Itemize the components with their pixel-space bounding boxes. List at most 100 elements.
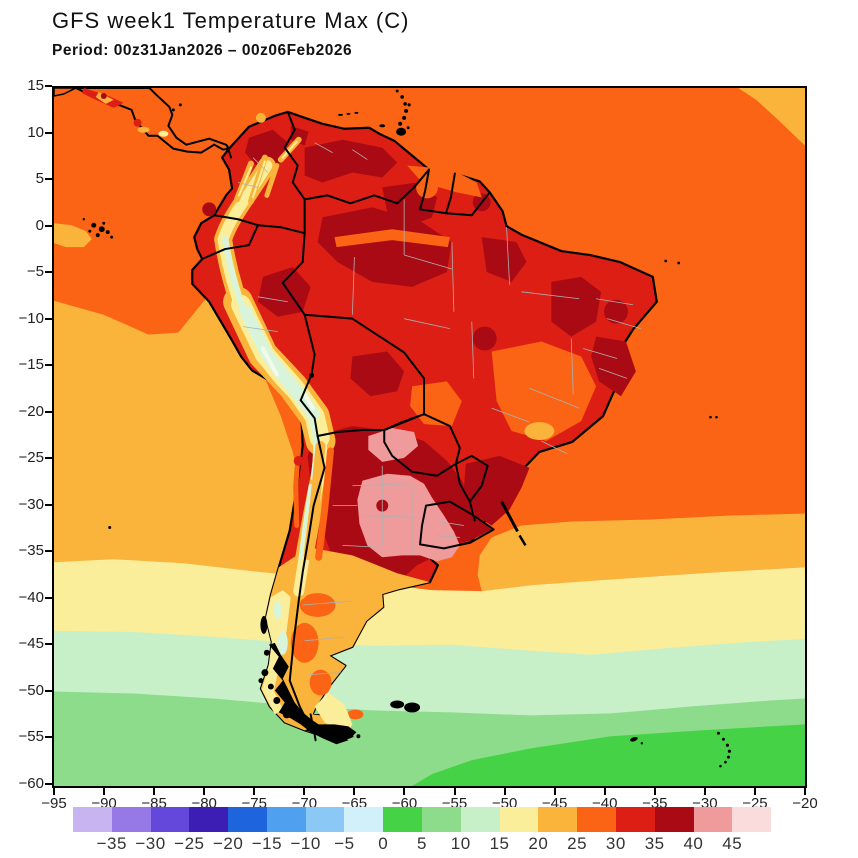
central-america-isthmus <box>75 88 231 154</box>
galapagos-3 <box>95 233 100 238</box>
admin-boundaries <box>237 142 641 676</box>
antilles-4 <box>404 108 409 113</box>
colorbar-segment <box>422 807 461 832</box>
y-tick-mark <box>45 178 52 181</box>
lake-titicaca <box>309 372 315 378</box>
colorbar-segment <box>305 807 345 832</box>
aruba-curacao-1 <box>337 113 343 116</box>
aruba-curacao-2 <box>346 112 351 115</box>
colorbar-boundary-label: 15 <box>489 834 510 853</box>
colorbar-segment <box>654 807 694 832</box>
y-tick-mark <box>45 643 52 646</box>
islands <box>82 89 731 768</box>
y-tick-label: −25 <box>18 449 44 467</box>
s-brazil-hot <box>463 455 530 526</box>
y-tick-mark <box>45 85 52 87</box>
south-sandwich-3 <box>725 743 730 747</box>
colorbar-segment <box>460 807 500 832</box>
y-tick-mark <box>45 271 52 274</box>
colorbar-boundary-label: 10 <box>450 834 471 853</box>
south-sandwich-5 <box>726 755 730 759</box>
colorbar-segment <box>73 807 112 832</box>
y-tick-mark <box>45 131 52 134</box>
x-tick-mark <box>53 788 55 795</box>
colorbar-boundary-label: −25 <box>174 834 205 853</box>
y-tick-mark <box>45 783 52 785</box>
y-tick-label: 0 <box>35 216 44 234</box>
brazil-states <box>352 199 641 455</box>
fjords-and-lakes <box>258 372 527 745</box>
fernando-de-noronha-2 <box>677 261 681 265</box>
s-chile-fjords <box>268 642 349 745</box>
antilles-3 <box>403 102 407 106</box>
y-tick-label: −5 <box>26 263 44 281</box>
border-paraguay <box>383 413 461 477</box>
y-tick-label: 10 <box>27 123 44 141</box>
y-tick-mark <box>45 224 52 227</box>
colorbar-segment <box>732 807 772 832</box>
border-brazil-uruguay-link <box>468 500 476 522</box>
x-tick-mark <box>103 788 106 795</box>
paraguay-hotspot <box>368 428 419 462</box>
x-tick-mark <box>503 788 506 795</box>
galapagos-8 <box>82 218 86 221</box>
x-tick-mark <box>703 788 706 795</box>
y-tick-mark <box>45 503 52 506</box>
colorbar-boundary-label: 20 <box>528 834 549 853</box>
y-tick-mark <box>45 457 52 460</box>
x-tick-mark <box>653 788 656 795</box>
colorbar-segment <box>111 807 151 832</box>
x-tick-mark <box>453 788 456 795</box>
colorbar <box>73 807 772 832</box>
fjord-islet-2 <box>261 669 269 677</box>
ocean-0-5 <box>412 724 805 786</box>
colorbar-boundary-label: 30 <box>605 834 626 853</box>
altiplano-mint <box>239 304 320 421</box>
colorbar-boundary-label: −30 <box>135 834 166 853</box>
bahia-hot <box>591 336 636 397</box>
fjord-islet-6 <box>258 678 264 684</box>
y-tick-label: −40 <box>18 588 44 606</box>
colorbar-boundary-label: 25 <box>567 834 588 853</box>
south-georgia <box>630 736 638 742</box>
costa-rica-yellow-patch <box>158 130 169 137</box>
colorbar-boundary-label: 0 <box>378 834 389 853</box>
ecuador-coast-hot <box>202 202 217 217</box>
other-admin-lines <box>237 142 464 538</box>
atacama-red-speck <box>293 455 304 466</box>
x-tick-label: −95 <box>41 795 67 812</box>
colorbar-boundary-label: −10 <box>290 834 321 853</box>
y-tick-mark <box>45 736 52 739</box>
argentina-provinces <box>302 465 421 676</box>
south-georgia-islet <box>640 742 644 745</box>
lagoa-mirim <box>518 534 527 547</box>
x-tick-mark <box>553 788 556 795</box>
colorbar-boundary-label: −5 <box>334 834 355 853</box>
east-brazil-25-30 <box>491 341 597 441</box>
galapagos-7 <box>110 235 114 239</box>
hot-35-40-patches <box>202 125 636 591</box>
border-guyana-suriname <box>419 168 430 211</box>
central-brazil-hot <box>472 326 497 351</box>
chiloe-island <box>260 615 268 634</box>
patagonia-orange-4 <box>347 709 364 720</box>
para-hot <box>481 237 527 282</box>
country-borders <box>201 110 495 742</box>
nicaragua-amber-patch <box>137 126 150 133</box>
south-america-contour-map <box>54 88 805 786</box>
tobago <box>406 126 410 130</box>
colorbar-segment <box>499 807 539 832</box>
merida-andes-core <box>281 140 298 159</box>
ocean-ne-corner-20-25 <box>738 88 805 146</box>
border-chile-argentina <box>288 435 326 726</box>
y-tick-label: 15 <box>27 77 44 94</box>
y-tick-mark <box>45 410 52 413</box>
y-tick-label: −50 <box>18 681 44 699</box>
y-tick-mark <box>45 689 52 692</box>
galapagos-5 <box>88 229 92 233</box>
santa-marta-cool <box>255 112 266 123</box>
south-sandwich-1 <box>716 731 720 735</box>
chile-andes-mint <box>298 483 313 560</box>
fjord-islet-3 <box>267 683 274 690</box>
